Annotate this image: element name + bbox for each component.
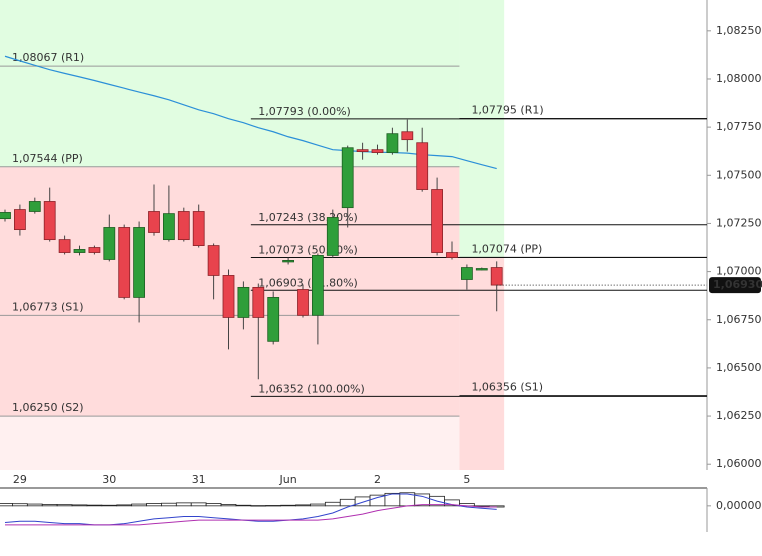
candle-body <box>267 297 280 342</box>
x-tick-label: 5 <box>463 473 470 486</box>
osc-bar <box>354 496 371 507</box>
osc-bar <box>280 504 296 507</box>
candle-body <box>133 227 146 298</box>
osc-bar <box>12 503 28 507</box>
pivot-label: 1,07074 (PP) <box>471 242 542 255</box>
candle-body <box>237 286 250 318</box>
zone-above-pivot <box>0 0 460 167</box>
fib-label: 1,06903 (61.80%) <box>258 276 358 289</box>
candle-body <box>386 133 399 153</box>
zone-above-pivot <box>459 0 505 258</box>
y-tick-label: 1,07750 <box>716 120 762 133</box>
osc-bar <box>26 503 43 507</box>
moving-average <box>4 55 497 170</box>
osc-bar <box>116 504 133 507</box>
osc-bar <box>56 504 73 507</box>
candle-body <box>341 147 354 209</box>
candle-body <box>371 149 384 153</box>
osc-bar <box>324 501 341 507</box>
osc-bar <box>205 503 222 507</box>
pivot-label: 1,06356 (S1) <box>471 381 543 394</box>
candle-body <box>103 227 116 260</box>
candle-body <box>0 212 11 220</box>
x-tick-label: 31 <box>192 473 206 486</box>
last-price-label: 1,06930 <box>713 278 762 291</box>
osc-bar <box>175 502 192 507</box>
x-tick-label: 30 <box>102 473 116 486</box>
fib-label: 1,07243 (38.20%) <box>258 211 358 224</box>
osc-tick-label: 0,00000 <box>716 499 762 512</box>
pivot-label: 1,06773 (S1) <box>12 300 84 313</box>
fib-label: 1,07073 (50.00%) <box>258 244 358 257</box>
y-tick-label: 1,08000 <box>716 72 762 85</box>
x-tick-label: Jun <box>279 473 297 486</box>
osc-bar <box>86 504 103 507</box>
pivot-label: 1,07795 (R1) <box>471 103 543 116</box>
candle-body <box>401 131 414 141</box>
candle-body <box>177 211 190 241</box>
candle-body <box>356 149 369 152</box>
last-price-box <box>709 277 761 294</box>
candle-body <box>88 247 101 253</box>
osc-bar <box>71 504 88 507</box>
y-tick-label: 1,06500 <box>716 361 762 374</box>
pivot-label: 1,07544 (PP) <box>12 152 83 165</box>
y-tick-label: 1,07250 <box>716 216 762 229</box>
x-tick-label: 29 <box>13 473 27 486</box>
candle-body <box>297 289 309 316</box>
candle-body <box>73 249 86 253</box>
osc-bar <box>41 504 58 507</box>
osc-macd <box>4 493 497 526</box>
candle-body <box>460 267 473 280</box>
candle-body <box>118 227 131 298</box>
candle-body <box>207 245 220 276</box>
osc-bar <box>0 503 13 507</box>
osc-bar <box>250 505 267 507</box>
y-tick-label: 1,07500 <box>716 168 762 181</box>
candle-body <box>28 201 41 212</box>
osc-signal <box>5 504 497 526</box>
x-tick-label: 2 <box>374 473 381 486</box>
pivot-label: 1,06250 (S2) <box>12 401 84 414</box>
pivot-label: 1,08067 (R1) <box>12 51 84 64</box>
y-tick-label: 1,06750 <box>716 313 762 326</box>
osc-bar <box>295 504 311 507</box>
y-tick-label: 1,06000 <box>716 457 762 470</box>
candle-body <box>43 201 56 241</box>
zone-low <box>459 395 505 470</box>
candle-body <box>148 211 160 233</box>
candle-body <box>222 275 235 318</box>
osc-bar <box>235 504 252 507</box>
candle-body <box>58 239 71 253</box>
candle-body <box>326 217 339 256</box>
candle-body <box>13 209 26 231</box>
osc-bar <box>131 503 147 507</box>
candle-body <box>475 268 488 271</box>
candle-body <box>311 255 324 316</box>
osc-bar <box>146 503 162 507</box>
osc-bar <box>220 504 237 507</box>
osc-bar <box>101 504 118 507</box>
candle-body <box>490 267 503 286</box>
candle-body <box>431 189 444 253</box>
zone-low <box>0 416 460 470</box>
y-tick-label: 1,06250 <box>716 409 762 422</box>
candle-body <box>192 211 205 246</box>
candle-body <box>446 252 458 258</box>
candle-body <box>162 213 175 241</box>
candle-body <box>416 142 429 190</box>
osc-bar <box>161 502 177 507</box>
osc-bar <box>310 503 326 507</box>
y-tick-label: 1,08250 <box>716 24 762 37</box>
osc-bar <box>265 505 282 507</box>
candle-body <box>282 260 295 263</box>
fib-label: 1,07793 (0.00%) <box>258 105 351 118</box>
y-tick-label: 1,07000 <box>716 265 762 278</box>
osc-bar <box>190 502 207 507</box>
candle-body <box>252 286 265 318</box>
fib-label: 1,06352 (100.00%) <box>258 382 365 395</box>
